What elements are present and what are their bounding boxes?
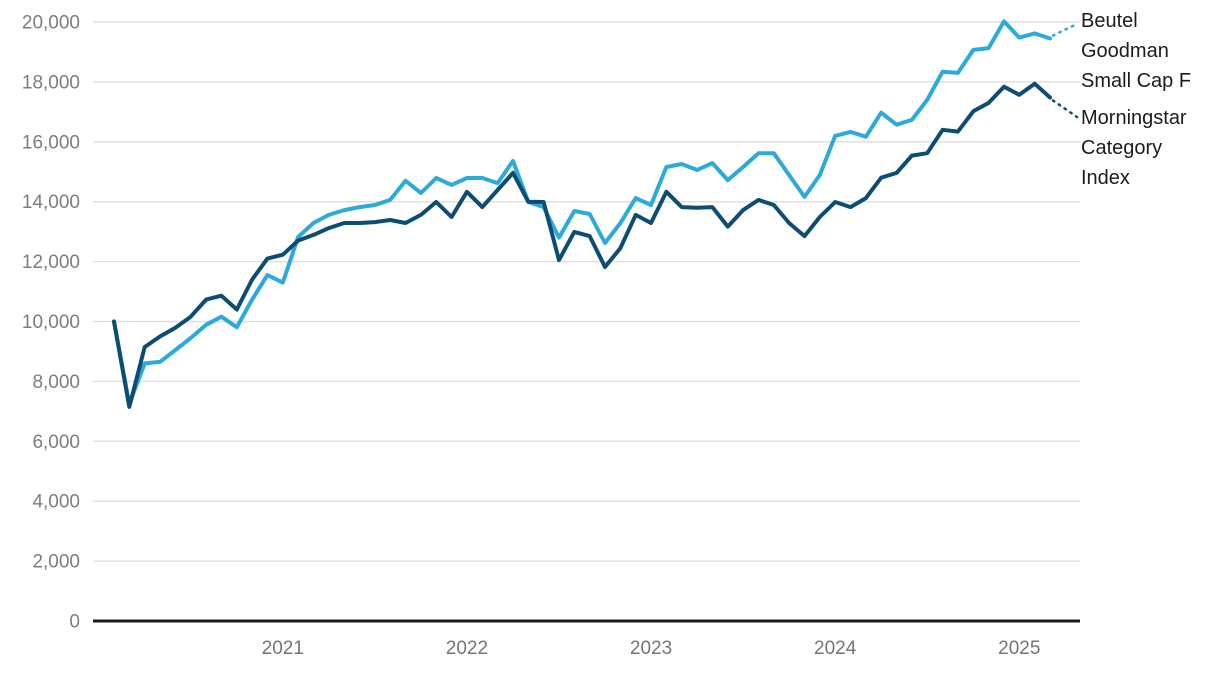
legend-fund-line3: Small Cap F [1081,70,1192,92]
y-tick-label: 20,000 [22,13,80,34]
x-tick-label: 2025 [998,638,1040,659]
y-tick-label: 18,000 [22,72,80,93]
x-tick-label: 2024 [814,638,857,659]
gridlines [93,21,1080,562]
index-leader-line [1051,99,1079,119]
legend-fund-line1: Beutel [1081,10,1138,32]
legend-index-line3: Index [1081,167,1130,189]
legend-index-line1: Morningstar [1081,107,1187,129]
y-tick-label: 0 [69,612,80,633]
y-tick-label: 2,000 [32,552,80,573]
y-tick-label: 8,000 [32,372,80,393]
legend-index-line2: Category [1081,137,1163,159]
x-tick-label: 2021 [262,638,304,659]
y-tick-label: 6,000 [32,432,80,453]
x-tick-label: 2022 [446,638,488,659]
legend-fund-line2: Goodman [1081,40,1169,62]
x-axis-labels: 2021 2022 2023 2024 2025 [262,638,1041,659]
legend-label-fund: Beutel Goodman Small Cap F [1081,6,1220,96]
y-tick-label: 10,000 [22,312,80,333]
category-index-line [112,81,1052,409]
fund-leader-line [1051,22,1079,37]
y-tick-label: 16,000 [22,132,80,153]
y-axis-labels: 0 2,000 4,000 6,000 8,000 10,000 12,000 14,000 1… [22,13,80,633]
y-tick-label: 14,000 [22,192,80,213]
y-tick-label: 12,000 [22,252,80,273]
fund-line [112,19,1052,406]
legend-label-category-index: Morningstar Category Index [1081,103,1220,193]
y-tick-label: 4,000 [32,492,80,513]
x-tick-label: 2023 [630,638,672,659]
